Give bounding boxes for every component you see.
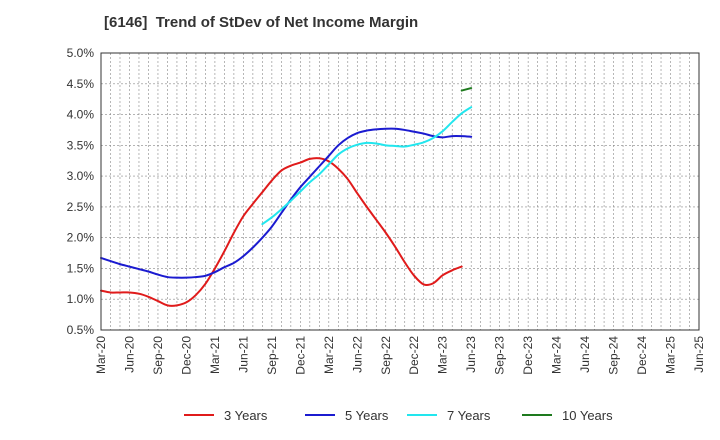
chart-title: [6146] Trend of StDev of Net Income Marg… xyxy=(104,14,419,31)
series-line-3-years xyxy=(100,157,463,307)
x-tick-label: Dec-22 xyxy=(407,336,421,375)
x-tick-label: Jun-25 xyxy=(692,336,706,373)
x-tick-label: Sep-22 xyxy=(379,336,393,375)
plot-area xyxy=(101,53,699,330)
x-tick-label: Mar-24 xyxy=(550,336,564,374)
x-tick-label: Mar-21 xyxy=(208,336,222,374)
y-tick-label: 0.5% xyxy=(67,323,95,337)
x-tick-label: Sep-23 xyxy=(493,336,507,375)
x-tick-label: Jun-24 xyxy=(578,336,592,373)
series-line-10-years xyxy=(460,87,473,92)
legend-label-10-years: 10 Years xyxy=(562,408,613,423)
y-tick-label: 3.5% xyxy=(67,138,95,152)
x-tick-label: Dec-21 xyxy=(293,336,307,375)
x-tick-label: Mar-23 xyxy=(436,336,450,374)
series-line-7-years xyxy=(261,106,473,226)
y-tick-label: 1.5% xyxy=(67,261,95,275)
legend-label-7-years: 7 Years xyxy=(447,408,491,423)
y-tick-label: 3.0% xyxy=(67,169,95,183)
plot-border xyxy=(100,52,700,331)
x-tick-label: Dec-20 xyxy=(179,336,193,375)
x-tick-label: Sep-24 xyxy=(607,336,621,375)
x-tick-label: Jun-20 xyxy=(122,336,136,373)
y-tick-label: 2.0% xyxy=(67,231,95,245)
plot-frame xyxy=(100,52,700,331)
x-tick-label: Mar-22 xyxy=(322,336,336,374)
x-tick-label: Mar-20 xyxy=(94,336,108,374)
x-tick-label: Mar-25 xyxy=(664,336,678,374)
y-tick-label: 2.5% xyxy=(67,200,95,214)
y-axis-tick-labels: 0.5% 1.0% 1.5% 2.0% 2.5% 3.0% 3.5% 4.0% 4.5% 5.0% xyxy=(67,46,95,337)
x-tick-label: Jun-23 xyxy=(464,336,478,373)
x-tick-label: Jun-22 xyxy=(350,336,364,373)
y-tick-label: 5.0% xyxy=(67,46,95,60)
legend-label-5-years: 5 Years xyxy=(345,408,389,423)
x-tick-label: Sep-21 xyxy=(265,336,279,375)
y-tick-label: 1.0% xyxy=(67,292,95,306)
x-tick-label: Jun-21 xyxy=(236,336,250,373)
x-tick-label: Sep-20 xyxy=(151,336,165,375)
series-lines xyxy=(100,87,473,307)
y-tick-label: 4.5% xyxy=(67,77,95,91)
x-tick-label: Dec-23 xyxy=(521,336,535,375)
legend-label-3-years: 3 Years xyxy=(224,408,268,423)
legend: 3 Years 5 Years 7 Years 10 Years xyxy=(184,408,613,423)
x-axis-tick-labels: Mar-20 Jun-20 Sep-20 Dec-20 Mar-21 Jun-21 Sep-… xyxy=(94,336,706,375)
x-tick-label: Dec-24 xyxy=(635,336,649,375)
y-tick-label: 4.0% xyxy=(67,108,95,122)
